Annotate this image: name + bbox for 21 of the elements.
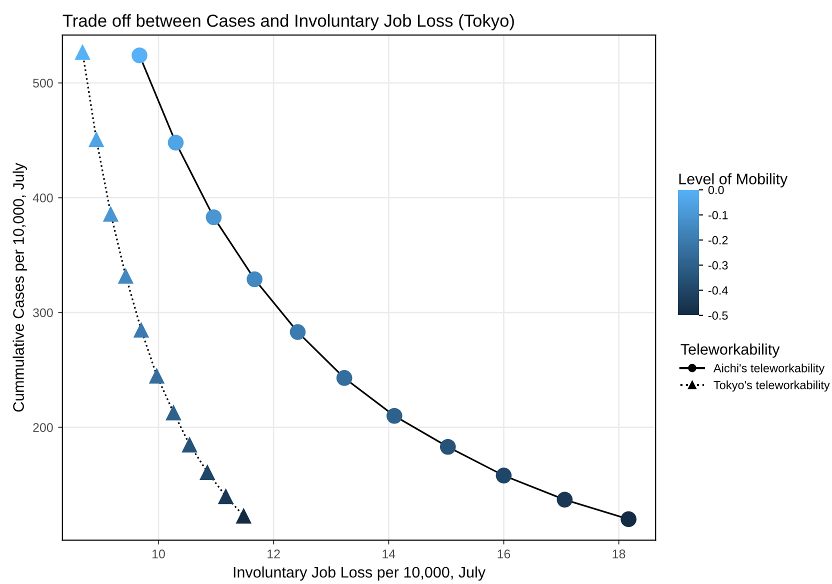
x-tick-label: 18 xyxy=(612,550,626,558)
color-bar-label: -0.1 xyxy=(708,210,728,220)
y-axis-title: Cummulative Cases per 10,000, July xyxy=(12,162,27,412)
y-tick-label: 300 xyxy=(32,308,53,318)
color-bar-label: -0.2 xyxy=(708,236,728,244)
chart-title: Trade off between Cases and Involuntary Job Loss (Tokyo) xyxy=(62,14,514,30)
y-tick-label: 400 xyxy=(32,194,53,202)
color-bar-label: -0.5 xyxy=(708,311,728,320)
y-tick-label: 200 xyxy=(33,423,53,432)
legend-label: Tokyo's teleworkability xyxy=(714,380,830,392)
x-tick-label: 12 xyxy=(268,550,280,558)
x-axis-title: Involuntary Job Loss per 10,000, July xyxy=(234,566,486,581)
x-tick-label: 10 xyxy=(152,550,165,558)
x-tick-label: 16 xyxy=(498,550,510,558)
color-bar-label: -0.4 xyxy=(708,286,728,295)
color-bar-label: -0.3 xyxy=(708,261,728,270)
color-bar-label: 0.0 xyxy=(708,186,724,194)
x-tick-label: 14 xyxy=(382,550,396,558)
y-tick-label: 500 xyxy=(33,78,53,88)
legend-label: Aichi's teleworkability xyxy=(713,364,825,375)
legend-title: Teleworkability xyxy=(680,344,780,358)
